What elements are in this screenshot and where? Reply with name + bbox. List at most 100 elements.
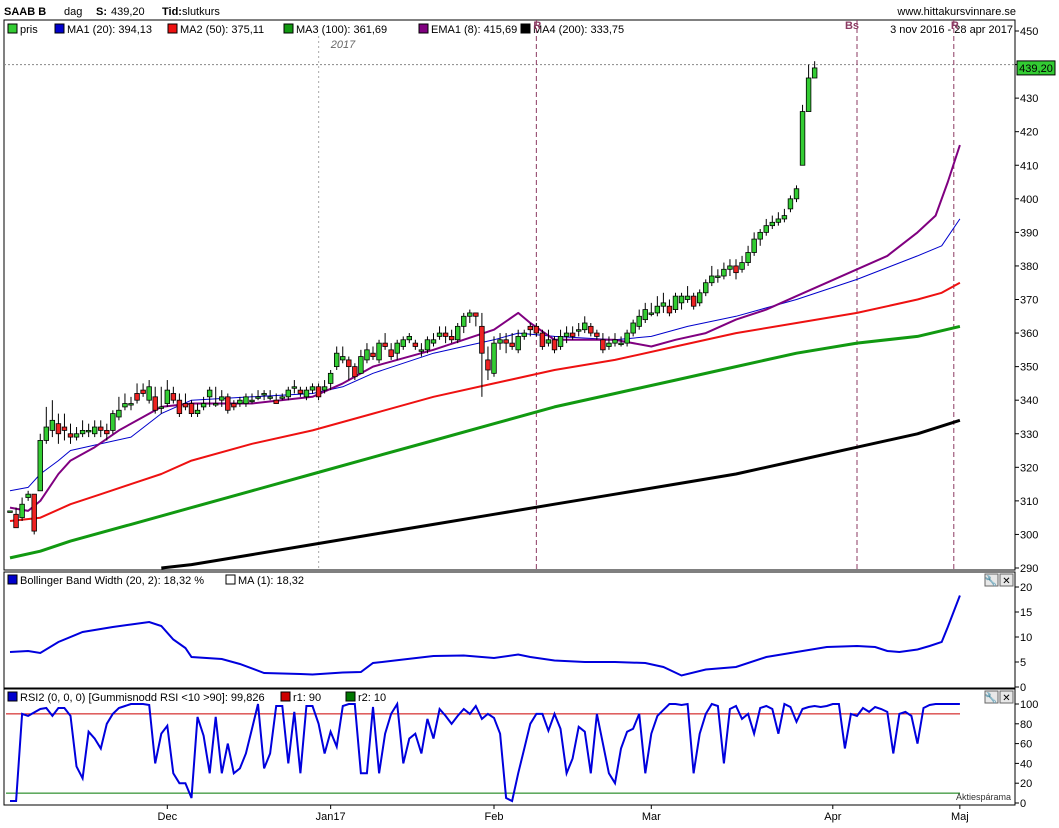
candle: [158, 386, 164, 414]
candle: [206, 386, 213, 407]
bbw-tool-button[interactable]: 🔧: [984, 573, 999, 587]
candle: [321, 380, 328, 394]
candle: [176, 393, 183, 417]
type-label: Tid:: [162, 6, 182, 18]
candle: [751, 232, 757, 256]
r2-swatch: [345, 691, 356, 702]
candle: [715, 269, 721, 283]
candle: [104, 423, 110, 441]
type-value: slutkurs: [182, 6, 220, 18]
ma-line: [9, 218, 961, 492]
candle: [382, 333, 388, 350]
candle: [612, 333, 618, 347]
bbw-panel-frame: [3, 571, 1016, 689]
candle: [225, 393, 231, 414]
candle: [515, 329, 521, 354]
bbw-title: Bollinger Band Width (20, 2): 18,32 %: [20, 575, 204, 587]
date-axis: Dec Jan17 Feb Mar Apr Maj: [158, 805, 969, 823]
ma-line: [161, 418, 961, 570]
ma-line: [9, 281, 961, 522]
candle: [551, 336, 558, 354]
candle: [642, 302, 648, 323]
y-tick-label: 290: [1020, 563, 1038, 575]
y-tick-label: 390: [1020, 227, 1038, 239]
date-range: 3 nov 2016 - 28 apr 2017: [890, 24, 1013, 36]
candle: [194, 403, 201, 417]
candle: [569, 326, 576, 340]
candle: [333, 346, 340, 370]
candle: [92, 420, 98, 438]
candle: [660, 292, 667, 313]
candle: [769, 215, 775, 230]
candle: [557, 329, 564, 350]
legend: pris MA1 (20): 394,13 MA2 (50): 375,11 MA3 …: [7, 23, 624, 36]
y-tick-label: 0: [1020, 798, 1026, 810]
legend-swatch: [54, 23, 65, 34]
rsi-close-button[interactable]: ✕: [999, 690, 1014, 704]
legend-swatch: [418, 23, 429, 34]
y-tick-label: 420: [1020, 127, 1038, 139]
candle: [182, 393, 189, 411]
candle: [249, 393, 255, 404]
legend-item: EMA1 (8): 415,69: [431, 24, 517, 36]
candle: [188, 400, 195, 417]
signal-label: R: [951, 20, 959, 32]
candle: [261, 390, 267, 401]
candle: [55, 413, 62, 444]
candle: [79, 420, 86, 438]
candle: [697, 289, 703, 307]
candle: [67, 423, 74, 444]
candle: [297, 386, 304, 397]
last-label: S:: [96, 6, 107, 18]
rsi-tool-button[interactable]: 🔧: [984, 690, 999, 704]
candle: [200, 396, 207, 411]
candle: [636, 309, 642, 330]
rsi-legend-swatch: [7, 691, 18, 702]
candle: [733, 259, 739, 280]
candle: [49, 400, 56, 438]
site-label: www.hittakursvinnare.se: [896, 6, 1016, 18]
y-tick-label: 0: [1020, 682, 1026, 694]
price-badge-value: 439,20: [1019, 63, 1053, 75]
price-panel-frame: [3, 19, 1016, 571]
y-tick-label: 450: [1020, 26, 1038, 38]
candle: [690, 292, 697, 310]
candle: [267, 390, 273, 401]
candle: [672, 292, 679, 313]
candle: [600, 333, 606, 354]
candle: [98, 420, 104, 438]
candle: [73, 427, 80, 441]
price-badge: 439,20: [1016, 60, 1056, 76]
period-label: dag: [64, 6, 82, 18]
candle: [442, 326, 449, 344]
x-tick-label: Jan17: [316, 811, 346, 823]
y-tick-label: 300: [1020, 529, 1038, 541]
x-tick-label: Dec: [158, 811, 178, 823]
r1-label: r1: 90: [293, 692, 321, 704]
candle: [37, 433, 43, 492]
legend-item: MA1 (20): 394,13: [67, 24, 152, 36]
candle: [606, 336, 612, 350]
candle: [406, 333, 412, 344]
candle: [727, 259, 733, 277]
bbw-close-button[interactable]: ✕: [999, 573, 1014, 587]
candle: [370, 346, 376, 360]
candle: [630, 319, 636, 337]
candle: [775, 212, 782, 226]
candle: [473, 312, 479, 327]
candle: [231, 400, 237, 411]
candle: [140, 383, 146, 397]
candle: [219, 390, 225, 407]
close-icon: ✕: [1002, 693, 1010, 704]
r2-label: r2: 10: [358, 692, 386, 704]
candle: [128, 396, 134, 411]
candle: [563, 326, 570, 344]
candle: [582, 316, 588, 334]
y-tick-label: 10: [1020, 632, 1032, 644]
candle: [291, 380, 298, 394]
candle: [146, 380, 152, 404]
candle: [666, 299, 673, 317]
candle: [588, 322, 594, 337]
candle: [340, 346, 346, 364]
candle: [763, 218, 769, 236]
